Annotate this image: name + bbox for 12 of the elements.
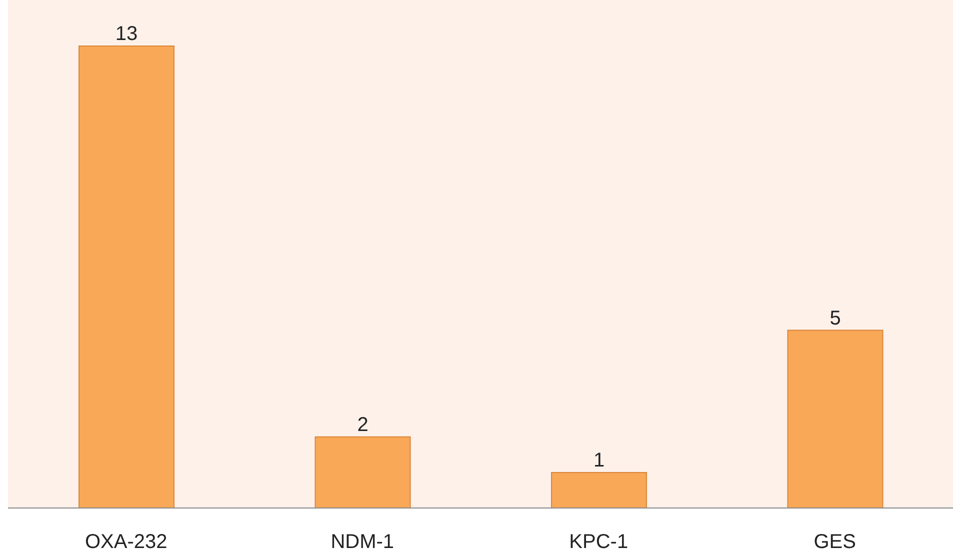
x-tick-label: NDM-1	[330, 531, 394, 554]
data-label: 2	[357, 414, 368, 436]
bar	[551, 472, 647, 508]
x-tick-label: KPC-1	[569, 531, 628, 554]
bar	[787, 330, 884, 508]
data-label: 5	[830, 307, 841, 330]
bar	[314, 436, 411, 508]
x-tick-label: OXA-232	[84, 531, 168, 554]
data-label: 1	[593, 449, 605, 472]
x-tick-label: GES	[814, 531, 856, 554]
data-label: 13	[115, 23, 138, 45]
bar	[78, 46, 174, 508]
